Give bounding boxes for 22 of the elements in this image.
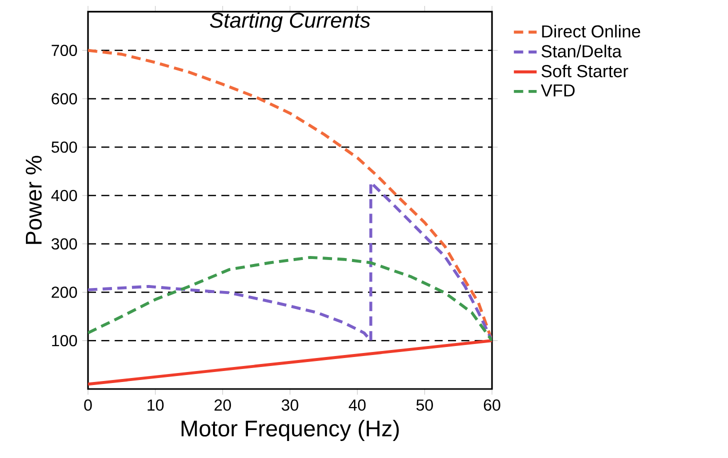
legend-label: Soft Starter	[542, 64, 628, 78]
x-tick-label: 50	[416, 399, 433, 411]
y-axis-title: Power %	[26, 156, 42, 244]
legend-label: Stan/Delta	[542, 44, 622, 58]
y-tick-label: 300	[52, 238, 77, 250]
legend-label: Direct Online	[542, 24, 640, 38]
y-tick-label: 500	[52, 141, 77, 153]
x-tick-label: 30	[282, 399, 298, 411]
y-tick-label: 100	[52, 334, 77, 346]
y-tick-label: 700	[52, 44, 77, 56]
x-tick-label: 10	[148, 399, 164, 411]
x-tick-label: 60	[484, 399, 500, 411]
x-tick-label: 0	[84, 399, 92, 411]
chart-title: Starting Currents	[210, 12, 370, 32]
line-series	[88, 256, 492, 342]
x-tick-label: 40	[348, 399, 366, 411]
legend-label: VFD	[540, 84, 575, 96]
y-tick-label: 400	[51, 190, 77, 202]
y-tick-label: 600	[52, 93, 77, 104]
x-tick-label: 20	[214, 399, 231, 411]
y-tick-label: 200	[52, 286, 77, 298]
x-axis-title: Motor Frequency (Hz)	[182, 420, 399, 442]
